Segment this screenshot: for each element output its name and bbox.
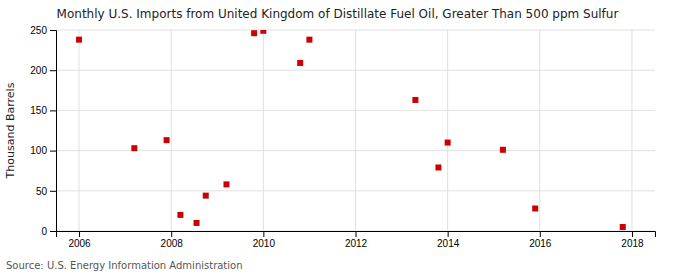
- plot-area: 2006 2008 2010 2012 2014 2016 2018 0 50 100 150 200…: [30, 25, 655, 249]
- source-note: Source: U.S. Energy Information Administ…: [6, 260, 243, 271]
- x-tick-label: 2008: [161, 238, 184, 249]
- y-tick-mark: [50, 110, 56, 111]
- point: [223, 181, 229, 187]
- y-tick-label: 100: [30, 145, 47, 156]
- x-tick: 2008: [161, 231, 184, 249]
- point: [177, 212, 183, 218]
- x-tick-mark: [632, 231, 633, 237]
- x-tick: 2018: [621, 231, 644, 249]
- x-tick-label: 2012: [345, 238, 368, 249]
- point: [435, 164, 441, 170]
- y-tick-mark: [50, 191, 56, 192]
- x-tick-mark: [448, 231, 449, 237]
- x-tick-label: 2018: [621, 238, 644, 249]
- x-axis-line: [57, 232, 656, 238]
- x-tick-mark: [79, 231, 80, 237]
- x-tick: 2016: [529, 231, 552, 249]
- y-tick: 50: [36, 186, 56, 197]
- x-grid-line: [263, 30, 264, 231]
- x-axis: 2006 2008 2010 2012 2014 2016 2018: [57, 231, 656, 249]
- point: [620, 224, 626, 230]
- x-tick-label: 2010: [253, 238, 276, 249]
- title: Monthly U.S. Imports from United Kingdom…: [57, 7, 619, 21]
- point: [445, 140, 451, 146]
- x-grid-line: [79, 30, 80, 231]
- x-grid-line: [447, 30, 448, 231]
- points: [76, 30, 626, 230]
- y-tick-label: 250: [30, 25, 47, 36]
- y-tick-mark: [50, 151, 56, 152]
- y-tick-mark: [50, 70, 56, 71]
- x-grid-line: [631, 30, 632, 231]
- y-tick-label: 150: [30, 105, 47, 116]
- y-tick: 100: [30, 145, 56, 156]
- y-tick-label: 200: [30, 65, 47, 76]
- point: [203, 193, 209, 199]
- y-tick: 200: [30, 65, 56, 76]
- point: [131, 145, 137, 151]
- y-axis-line: [50, 31, 57, 232]
- y-axis: 0 50 100 150 200 250: [30, 25, 56, 237]
- point: [194, 220, 200, 226]
- x-tick: 2014: [437, 231, 460, 249]
- point: [251, 30, 257, 36]
- y-tick-mark: [50, 30, 56, 31]
- y-tick-mark: [50, 231, 56, 232]
- point: [297, 60, 303, 66]
- x-tick: 2006: [68, 231, 91, 249]
- point: [260, 30, 266, 34]
- point: [164, 137, 170, 143]
- y-tick-label: 0: [41, 226, 47, 237]
- point: [532, 205, 538, 211]
- x-grid-line: [171, 30, 172, 231]
- x-tick-mark: [540, 231, 541, 237]
- x-tick-label: 2014: [437, 238, 460, 249]
- x-grid-line: [355, 30, 356, 231]
- x-tick-mark: [171, 231, 172, 237]
- point: [76, 37, 82, 43]
- grid: [56, 30, 655, 231]
- x-tick-mark: [356, 231, 357, 237]
- y-tick-label: 50: [36, 186, 48, 197]
- chart: 2006 2008 2010 2012 2014 2016 2018 0 50 100 150 200…: [0, 0, 675, 275]
- x-tick-label: 2016: [529, 238, 552, 249]
- x-tick-mark: [263, 231, 264, 237]
- x-tick: 2012: [345, 231, 368, 249]
- y-tick: 250: [30, 25, 56, 36]
- x-grid-line: [539, 30, 540, 231]
- y-axis-label: Thousand Barrels: [4, 82, 17, 179]
- y-tick: 150: [30, 105, 56, 116]
- y-tick: 0: [41, 226, 56, 237]
- point: [412, 97, 418, 103]
- point: [500, 147, 506, 153]
- point: [306, 37, 312, 43]
- x-tick: 2010: [253, 231, 276, 249]
- x-tick-label: 2006: [68, 238, 91, 249]
